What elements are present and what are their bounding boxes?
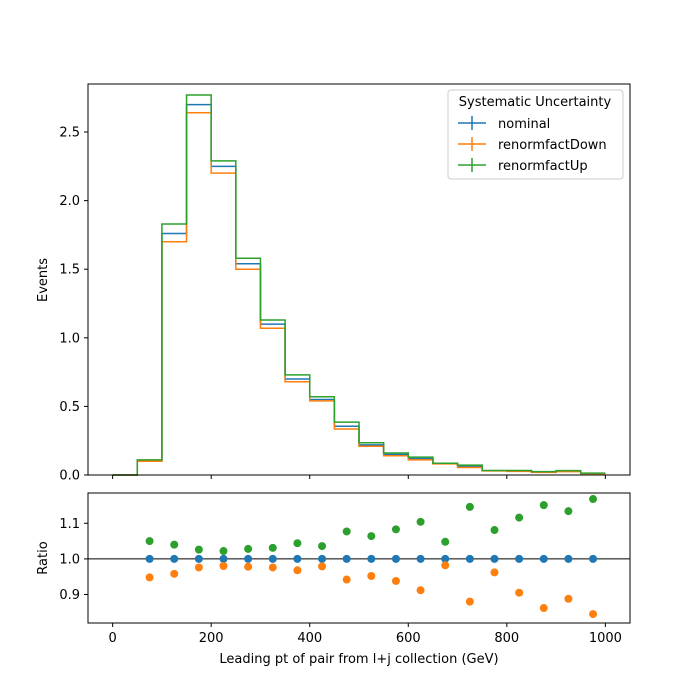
legend-box — [447, 89, 624, 180]
legend: Systematic Uncertainty nominal renormfac… — [447, 89, 624, 180]
x-axis-label: Leading pt of pair from l+j collection (… — [219, 652, 498, 667]
ratio-point-nominal — [170, 554, 179, 563]
ratio-point-renormfactdown — [170, 569, 179, 578]
ratio-point-nominal — [145, 554, 154, 563]
ratio-point-nominal — [441, 554, 450, 563]
ratio-point-renormfactdown — [490, 568, 499, 577]
ratio-point-nominal — [564, 554, 573, 563]
ratio-point-nominal — [391, 554, 400, 563]
ratio-point-renormfactup — [589, 495, 598, 504]
ratio-point-renormfactdown — [293, 566, 302, 575]
legend-label-renormfactdown: renormfactDown — [498, 138, 607, 153]
ratio-point-renormfactdown — [342, 575, 351, 584]
x-tick-label: 0 — [108, 631, 116, 646]
ratio-point-renormfactup — [318, 542, 327, 551]
main-y-tick-label: 2.0 — [59, 194, 80, 209]
legend-entry-renormfactdown: renormfactDown — [458, 137, 607, 153]
ratio-point-renormfactdown — [367, 571, 376, 580]
main-y-axis-label: Events — [36, 258, 51, 302]
ratio-point-nominal — [194, 554, 203, 563]
ratio-point-renormfactdown — [194, 563, 203, 572]
ratio-point-renormfactdown — [318, 562, 327, 571]
legend-entry-nominal: nominal — [458, 116, 550, 132]
ratio-point-renormfactup — [441, 537, 450, 546]
ratio-point-renormfactup — [219, 547, 228, 556]
ratio-y-tick-label: 0.9 — [59, 588, 80, 603]
ratio-point-renormfactup — [391, 525, 400, 534]
x-tick-label: 400 — [297, 631, 322, 646]
ratio-point-renormfactdown — [145, 573, 154, 582]
ratio-point-nominal — [244, 554, 253, 563]
ratio-point-renormfactup — [170, 540, 179, 549]
histogram-lines — [112, 94, 606, 476]
ratio-y-tick-label: 1.0 — [59, 552, 80, 567]
legend-label-renormfactup: renormfactUp — [498, 159, 588, 174]
ratio-x-ticks: 0 200 400 600 800 1000 — [108, 623, 622, 646]
ratio-point-nominal — [465, 554, 474, 563]
ratio-y-axis-label: Ratio — [36, 541, 51, 574]
ratio-point-renormfactup — [465, 502, 474, 511]
ratio-point-renormfactdown — [564, 594, 573, 603]
x-tick-label: 1000 — [589, 631, 622, 646]
ratio-point-renormfactdown — [441, 561, 450, 570]
ratio-point-renormfactup — [293, 539, 302, 548]
ratio-point-renormfactup — [539, 501, 548, 510]
ratio-point-nominal — [367, 554, 376, 563]
ratio-point-renormfactup — [145, 537, 154, 546]
legend-entry-renormfactup: renormfactUp — [458, 158, 588, 174]
x-tick-label: 600 — [396, 631, 421, 646]
x-tick-label: 800 — [494, 631, 519, 646]
ratio-point-renormfactdown — [268, 563, 277, 572]
ratio-point-renormfactdown — [416, 586, 425, 595]
ratio-point-renormfactup — [268, 543, 277, 552]
ratio-point-nominal — [342, 554, 351, 563]
main-y-tick-label: 0.0 — [59, 469, 80, 484]
ratio-point-renormfactup — [342, 527, 351, 536]
main-y-tick-label: 1.5 — [59, 263, 80, 278]
ratio-point-renormfactup — [416, 517, 425, 526]
ratio-point-nominal — [589, 554, 598, 563]
legend-label-nominal: nominal — [498, 117, 550, 132]
ratio-panel: 0.9 1.0 1.1 0 200 400 600 800 1000 Ratio Leadin… — [36, 492, 631, 667]
ratio-plot-frame — [87, 492, 631, 624]
ratio-point-renormfactdown — [244, 562, 253, 571]
main-y-tick-label: 1.0 — [59, 331, 80, 346]
ratio-y-tick-label: 1.1 — [59, 517, 80, 532]
ratio-y-ticks: 0.9 1.0 1.1 — [59, 517, 88, 603]
ratio-point-renormfactup — [515, 513, 524, 522]
x-tick-label: 200 — [199, 631, 224, 646]
ratio-point-renormfactup — [244, 544, 253, 553]
ratio-point-renormfactdown — [391, 576, 400, 585]
ratio-point-nominal — [293, 554, 302, 563]
ratio-point-nominal — [490, 554, 499, 563]
ratio-point-renormfactdown — [219, 562, 228, 571]
ratio-point-renormfactdown — [465, 597, 474, 606]
main-x-ticks — [112, 475, 606, 479]
main-plot-frame — [87, 83, 631, 476]
main-y-tick-label: 0.5 — [59, 400, 80, 415]
ratio-point-nominal — [318, 554, 327, 563]
ratio-point-nominal — [539, 554, 548, 563]
main-histogram-panel: 0.0 0.5 1.0 1.5 2.0 2.5 Events Systematic Unc… — [36, 83, 631, 484]
ratio-point-renormfactdown — [589, 610, 598, 619]
ratio-point-nominal — [416, 554, 425, 563]
ratio-point-renormfactup — [564, 507, 573, 516]
ratio-points — [145, 495, 598, 619]
ratio-point-renormfactup — [490, 526, 499, 535]
main-y-tick-label: 2.5 — [59, 126, 80, 141]
ratio-point-nominal — [268, 554, 277, 563]
ratio-point-renormfactdown — [515, 588, 524, 597]
ratio-point-renormfactup — [194, 545, 203, 554]
legend-title: Systematic Uncertainty — [459, 95, 612, 110]
ratio-point-nominal — [219, 554, 228, 563]
ratio-point-renormfactdown — [539, 604, 548, 613]
ratio-point-renormfactup — [367, 532, 376, 541]
histogram-line-renormfactup — [112, 94, 606, 476]
main-y-ticks: 0.0 0.5 1.0 1.5 2.0 2.5 — [59, 126, 88, 484]
ratio-point-nominal — [515, 554, 524, 563]
